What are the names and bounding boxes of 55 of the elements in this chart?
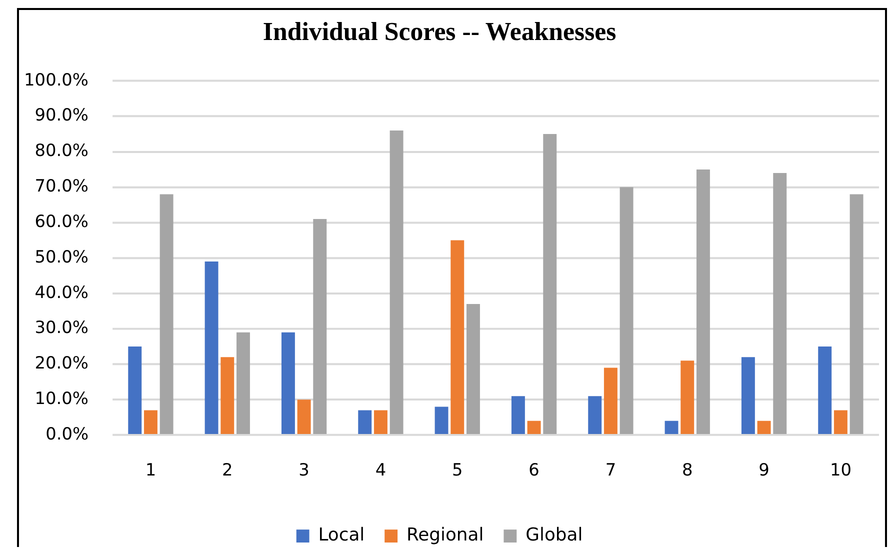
y-tick-label: 100.0% <box>24 69 88 90</box>
bar <box>680 360 694 434</box>
bar <box>696 169 710 434</box>
bar <box>850 194 864 434</box>
bar <box>128 346 142 434</box>
bar <box>358 410 372 434</box>
y-tick-label: 70.0% <box>34 176 88 196</box>
legend-label: Local <box>318 524 365 546</box>
bar <box>450 240 464 434</box>
bar <box>527 420 541 434</box>
bar <box>281 332 295 434</box>
bar <box>160 194 174 434</box>
bar <box>466 304 480 434</box>
y-tick-label: 40.0% <box>34 282 88 302</box>
bar <box>757 420 771 434</box>
bar <box>818 346 832 434</box>
x-tick-label: 10 <box>830 459 852 480</box>
y-tick-label: 10.0% <box>34 388 88 408</box>
x-tick-label: 2 <box>222 459 233 480</box>
chart-title: Individual Scores -- Weaknesses <box>262 17 616 46</box>
bar <box>741 357 755 434</box>
bar <box>434 406 448 434</box>
bar <box>313 219 327 434</box>
bar <box>204 262 218 434</box>
bar <box>664 420 678 434</box>
bar <box>604 368 618 434</box>
x-tick-label: 3 <box>298 459 310 480</box>
bar <box>511 396 525 434</box>
bar <box>236 332 250 434</box>
y-tick-label: 20.0% <box>34 352 88 373</box>
bar <box>297 400 311 434</box>
y-tick-label: 90.0% <box>34 104 88 125</box>
y-tick-label: 0.0% <box>46 423 88 444</box>
x-tick-label: 1 <box>145 459 156 480</box>
x-tick-label: 7 <box>605 459 616 480</box>
bar <box>773 172 787 434</box>
bar <box>390 130 404 434</box>
x-tick-label: 5 <box>452 459 463 480</box>
x-tick-label: 4 <box>375 459 386 480</box>
bar <box>588 396 602 434</box>
y-tick-label: 60.0% <box>34 210 88 231</box>
bar <box>834 410 848 434</box>
y-tick-label: 50.0% <box>34 246 88 266</box>
x-tick-label: 8 <box>682 459 693 480</box>
bar <box>374 410 388 434</box>
legend-label: Regional <box>406 524 484 546</box>
bar <box>144 410 158 434</box>
y-tick-label: 80.0% <box>34 140 88 160</box>
bar <box>543 134 557 434</box>
bar <box>620 187 634 434</box>
y-tick-label: 30.0% <box>34 317 88 338</box>
x-tick-label: 9 <box>758 459 770 480</box>
bar <box>220 357 234 434</box>
legend-label: Global <box>526 524 583 546</box>
x-tick-label: 6 <box>528 459 540 480</box>
